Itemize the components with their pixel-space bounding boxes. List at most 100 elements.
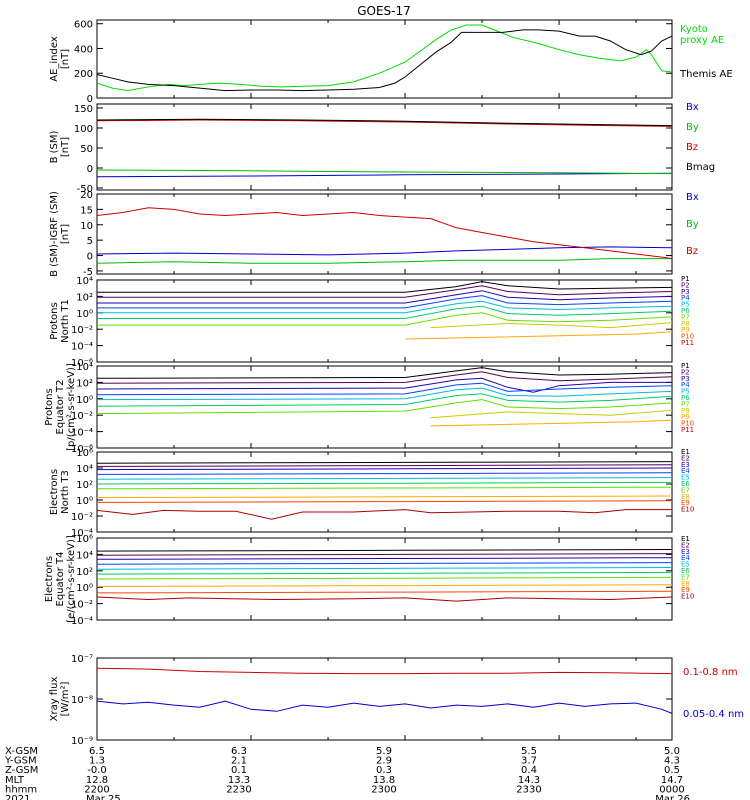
legend-entry: E9 (681, 586, 690, 594)
y-tick-label: 10⁰ (76, 309, 93, 320)
x-table-value: 0000 (659, 784, 684, 795)
legend-entry: P11 (681, 339, 694, 347)
y-axis-label: B (SM) (49, 130, 60, 163)
legend-entry: E8 (681, 493, 690, 501)
series-line-e2 (96, 464, 673, 467)
y-axis-label: [nT] (60, 49, 71, 69)
series-line-p4 (96, 382, 673, 396)
x-table-value: -0.0 (87, 765, 107, 776)
x-axis-table: X-GSM 6.5 6.3 5.9 5.5 5.0 Y-GSM 1.3 2.1 2.9 3.7 4.3… (4, 746, 690, 800)
legend-entry: Bmag (686, 162, 715, 173)
legend-entry: E3 (681, 548, 690, 556)
legend-entry: proxy AE (680, 35, 724, 46)
panel-2: -50 0 50 100 150 B (SM) [nT] Bx By Bz Bmag (49, 102, 715, 195)
legend-entry: P6 (681, 394, 690, 402)
series-line-e7 (96, 486, 673, 490)
legend-entry: Kyoto (680, 24, 708, 35)
y-tick-label: 20 (80, 190, 93, 201)
y-tick-label: 600 (74, 20, 93, 31)
x-table-value: 3.7 (521, 756, 537, 767)
series-line-e9 (96, 590, 673, 594)
y-tick-label: 10⁻⁷ (71, 654, 93, 665)
y-tick-label: 400 (74, 44, 93, 55)
y-axis-label: B (SM)-IGRF (SM) (49, 191, 60, 277)
y-tick-label: 10⁻⁴ (71, 616, 93, 627)
y-axis-label: Electrons (49, 469, 60, 515)
y-tick-label: 10⁻² (71, 600, 93, 611)
y-tick-label: 10⁻⁶ (71, 358, 93, 369)
y-tick-label: 10⁶ (76, 448, 93, 459)
legend-entry: P4 (681, 381, 690, 389)
series-line-e10 (96, 509, 672, 520)
y-tick-label: 15 (80, 205, 93, 216)
y-tick-label: 5 (87, 236, 93, 247)
series-line-p5 (96, 387, 673, 401)
series-line-p6 (96, 393, 673, 407)
series-line-e5 (96, 567, 673, 570)
series-line-bmag (96, 118, 673, 127)
x-table-row-label: hhmm (5, 784, 37, 795)
y-tick-label: 10² (76, 378, 93, 389)
legend-entry: P3 (681, 375, 690, 383)
x-table-value: 0.4 (521, 765, 537, 776)
y-axis-label: AE_index (49, 36, 60, 82)
legend-entry: P8 (681, 407, 690, 415)
y-tick-label: 10⁴ (76, 362, 93, 373)
legend-entry: Bx (686, 192, 699, 203)
legend-entry: P7 (681, 313, 690, 321)
y-axis-label: Protons (44, 388, 55, 425)
y-tick-label: 10⁻² (71, 512, 93, 523)
series-line-p7 (96, 399, 673, 415)
y-axis-label: [e/(cm²-s-sr-keV)] (66, 535, 77, 623)
y-tick-label: 10² (76, 480, 93, 491)
series-line-e4 (96, 472, 673, 475)
panel-5: 10⁴ 10² 10⁰ 10⁻² 10⁻⁴ 10⁻⁶ Protons Equator T2 [p… (44, 362, 694, 455)
y-tick-label: 10⁻⁴ (71, 428, 93, 439)
legend-entry: E7 (681, 486, 690, 494)
legend-entry: P6 (681, 307, 690, 315)
series-line-e8 (96, 495, 673, 499)
series-line-by (96, 258, 672, 264)
x-table-value: 0.1 (231, 765, 247, 776)
legend-entry: P1 (681, 362, 690, 370)
y-axis-label: North T3 (60, 470, 71, 514)
series-line-themis-ae (96, 29, 673, 92)
x-table-row-label: Z-GSM (5, 765, 38, 776)
legend-entry: P2 (681, 281, 690, 289)
panel-frame (96, 365, 673, 449)
x-table-value: 2.1 (231, 756, 247, 767)
y-tick-label: 10⁰ (76, 395, 93, 406)
series-line-e5 (96, 477, 673, 480)
series-line-p9 (404, 331, 673, 340)
series-line-p1 (96, 367, 673, 379)
legend-entry: P5 (681, 301, 690, 309)
legend-entry: P9 (681, 326, 690, 334)
series-line-e4 (96, 562, 673, 565)
legend-entry: E4 (681, 467, 690, 475)
x-table-value: 6.5 (89, 746, 105, 757)
y-tick-label: 10⁻² (71, 325, 93, 336)
series-line-e3 (96, 467, 673, 471)
legend-entry: By (686, 219, 699, 230)
y-tick-label: 10⁻⁶ (71, 444, 93, 455)
y-axis-label: [p/(cm²-s-sr-keV)] (66, 363, 77, 451)
series-line-bz (96, 207, 673, 260)
legend-entry: P8 (681, 320, 690, 328)
series-line-0-05-0-4-nm (96, 700, 673, 714)
legend-entry: E1 (681, 535, 690, 543)
panel-frame (96, 193, 673, 275)
legend-entry: E1 (681, 448, 690, 456)
x-table-row-label: MLT (5, 775, 25, 786)
x-table-value: 0.3 (376, 765, 392, 776)
legend-entry: E2 (681, 541, 690, 549)
series-line-p2 (97, 285, 673, 298)
y-tick-label: 10⁻⁹ (71, 736, 93, 747)
series-line-p5 (97, 300, 673, 314)
series-line-p3 (97, 290, 673, 304)
legend-entry: P10 (681, 420, 694, 428)
y-tick-label: 10² (76, 292, 93, 303)
panel-frame (96, 19, 673, 99)
x-table-value: 2.9 (376, 756, 392, 767)
series-line-by (96, 169, 673, 175)
